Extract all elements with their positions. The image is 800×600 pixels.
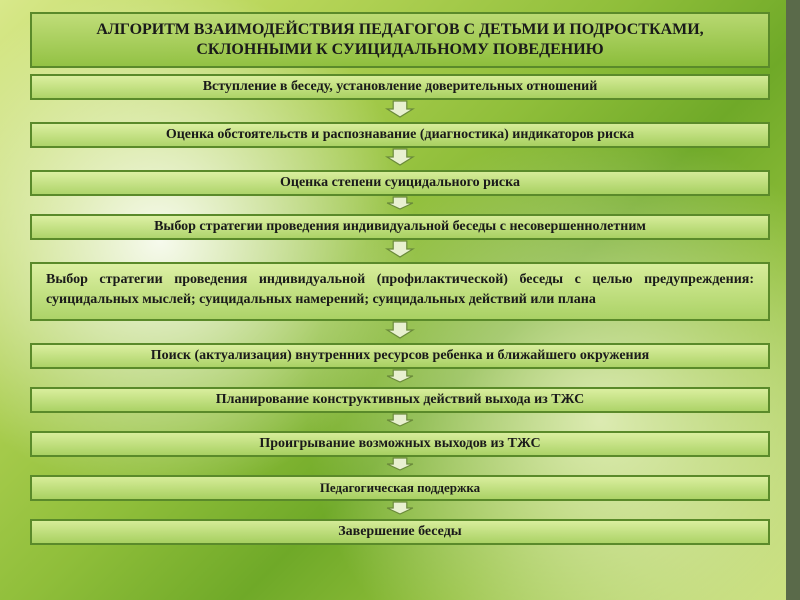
- arrow-connector: [30, 100, 770, 118]
- down-arrow-icon: [383, 501, 417, 515]
- step-box-5: Выбор стратегии проведения индивидуально…: [30, 262, 770, 321]
- step-box-4: Выбор стратегии проведения индивидуально…: [30, 214, 770, 240]
- down-arrow-icon: [383, 148, 417, 166]
- flowchart: АЛГОРИТМ ВЗАИМОДЕЙСТВИЯ ПЕДАГОГОВ С ДЕТЬ…: [30, 12, 770, 545]
- step-box-8: Проигрывание возможных выходов из ТЖС: [30, 431, 770, 457]
- down-arrow-icon: [383, 369, 417, 383]
- arrow-connector: [30, 369, 770, 383]
- arrow-connector: [30, 321, 770, 339]
- right-sidebar-strip: [786, 0, 800, 600]
- down-arrow-icon: [383, 240, 417, 258]
- arrow-connector: [30, 457, 770, 471]
- arrow-connector: [30, 148, 770, 166]
- down-arrow-icon: [383, 457, 417, 471]
- step-box-9: Педагогическая поддержка: [30, 475, 770, 501]
- step-box-2: Оценка обстоятельств и распознавание (ди…: [30, 122, 770, 148]
- down-arrow-icon: [383, 413, 417, 427]
- steps-container: Вступление в беседу, установление довери…: [30, 74, 770, 545]
- arrow-connector: [30, 196, 770, 210]
- step-box-10: Завершение беседы: [30, 519, 770, 545]
- down-arrow-icon: [383, 196, 417, 210]
- arrow-connector: [30, 413, 770, 427]
- step-box-3: Оценка степени суицидального риска: [30, 170, 770, 196]
- arrow-connector: [30, 501, 770, 515]
- title-box: АЛГОРИТМ ВЗАИМОДЕЙСТВИЯ ПЕДАГОГОВ С ДЕТЬ…: [30, 12, 770, 68]
- arrow-connector: [30, 240, 770, 258]
- step-box-1: Вступление в беседу, установление довери…: [30, 74, 770, 100]
- down-arrow-icon: [383, 100, 417, 118]
- step-box-6: Поиск (актуализация) внутренних ресурсов…: [30, 343, 770, 369]
- step-box-7: Планирование конструктивных действий вых…: [30, 387, 770, 413]
- down-arrow-icon: [383, 321, 417, 339]
